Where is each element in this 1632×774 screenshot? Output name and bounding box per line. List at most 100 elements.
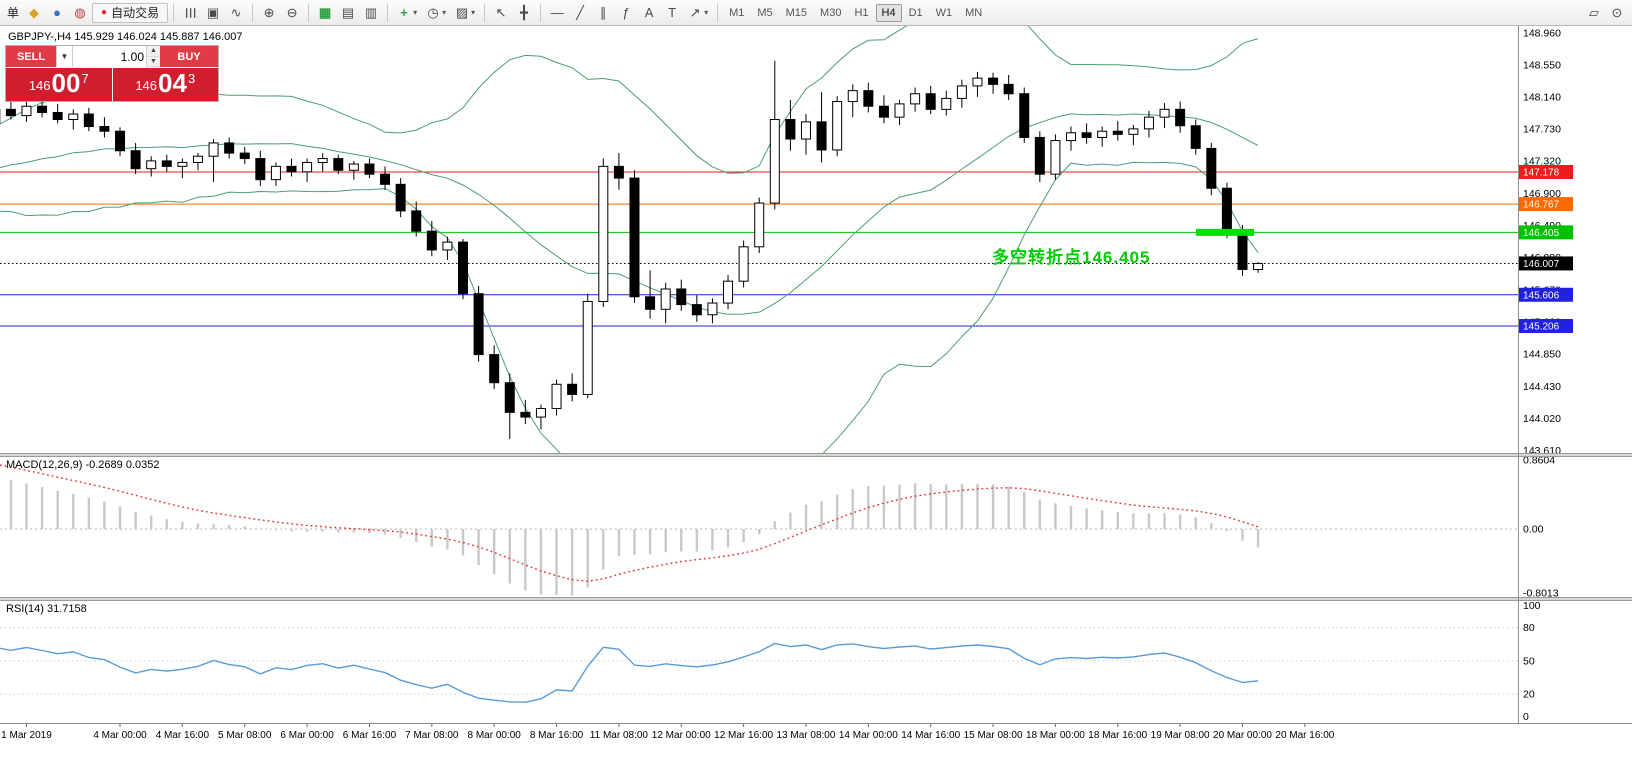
lot-decrease-icon[interactable]: ▼: [147, 56, 160, 67]
zoom-out-icon[interactable]: ⊖: [286, 4, 298, 20]
svg-text:146.007: 146.007: [1523, 259, 1560, 270]
text-tool-icon[interactable]: A: [644, 5, 654, 20]
templates-caret-icon[interactable]: ▾: [471, 8, 476, 17]
metaeditor-icon[interactable]: ◍: [74, 4, 86, 20]
fibonacci-icon[interactable]: ƒ: [622, 5, 630, 20]
timeframe-mn[interactable]: MN: [965, 6, 983, 19]
channel-icon[interactable]: ∥: [599, 4, 607, 20]
svg-text:148.960: 148.960: [1523, 27, 1561, 39]
svg-text:145.206: 145.206: [1523, 322, 1560, 333]
lot-stepper[interactable]: ▲ ▼: [146, 46, 160, 67]
timeframe-m5[interactable]: M5: [757, 6, 773, 19]
symbol-ohlc-header: GBPJPY-,H4 145.929 146.024 145.887 146.0…: [8, 31, 243, 43]
price-tag-146.405: [1519, 225, 1573, 240]
horizontal-line-icon[interactable]: —: [550, 5, 564, 20]
tile-windows-icon[interactable]: ▦: [318, 4, 332, 20]
arrows-caret-icon[interactable]: ▾: [704, 8, 709, 17]
buy-price-box[interactable]: 146 04 3: [112, 68, 218, 101]
svg-text:20: 20: [1523, 689, 1535, 701]
sell-button[interactable]: SELL: [6, 46, 56, 67]
svg-text:144.850: 144.850: [1523, 348, 1561, 360]
auto-trading-status-icon: ●: [101, 6, 108, 18]
toolbar-separator: [252, 3, 254, 22]
svg-text:4 Mar 00:00: 4 Mar 00:00: [93, 730, 147, 741]
svg-text:12 Mar 00:00: 12 Mar 00:00: [652, 730, 711, 741]
svg-text:144.020: 144.020: [1523, 413, 1561, 425]
indicators-icon[interactable]: +: [400, 5, 408, 20]
timeframe-m1[interactable]: M1: [729, 6, 745, 19]
trendline-icon[interactable]: ╱: [576, 4, 584, 20]
line-chart-icon[interactable]: ∿: [230, 4, 242, 20]
svg-text:0.8604: 0.8604: [1523, 455, 1555, 467]
macd-histogram: [9, 480, 1260, 596]
sell-price-prefix: 146: [28, 78, 51, 93]
time-axis[interactable]: [25, 724, 1306, 727]
cascade-windows-icon[interactable]: ▤: [341, 4, 355, 20]
new-window-icon[interactable]: ▱: [1589, 4, 1599, 20]
periods-caret-icon[interactable]: ▾: [442, 8, 447, 17]
svg-text:8 Mar 16:00: 8 Mar 16:00: [530, 730, 584, 741]
price-tag-146.767: [1519, 197, 1573, 212]
indicators-caret-icon[interactable]: ▾: [413, 8, 418, 17]
svg-text:11 Mar 08:00: 11 Mar 08:00: [590, 730, 649, 741]
crosshair-icon[interactable]: ╋: [520, 4, 528, 20]
auto-trading-button[interactable]: ● 自动交易: [92, 2, 169, 23]
cursor-icon[interactable]: ↖: [495, 4, 507, 20]
svg-text:147.320: 147.320: [1523, 155, 1561, 167]
lot-size-input[interactable]: [73, 46, 146, 67]
buy-button[interactable]: BUY: [160, 46, 218, 67]
toolbar-separator: [387, 3, 389, 22]
arrange-windows-icon[interactable]: ▥: [364, 4, 378, 20]
buy-price-main: 04: [158, 68, 187, 98]
profile-icon[interactable]: ●: [53, 5, 61, 20]
timeframe-m15[interactable]: M15: [785, 6, 808, 19]
sell-price-main: 00: [51, 68, 81, 98]
timeframe-d1[interactable]: D1: [908, 6, 923, 19]
pane-separator[interactable]: [0, 597, 1632, 601]
bar-chart-icon[interactable]: ☰: [183, 6, 199, 19]
bollinger-middle-band: [0, 113, 1259, 315]
menu-item-order[interactable]: 单: [7, 6, 20, 20]
svg-text:5 Mar 08:00: 5 Mar 08:00: [218, 730, 272, 741]
price-tag-145.206: [1519, 319, 1573, 334]
svg-text:7 Mar 08:00: 7 Mar 08:00: [405, 730, 459, 741]
svg-text:6 Mar 00:00: 6 Mar 00:00: [280, 730, 334, 741]
order-type-caret-icon[interactable]: ▼: [56, 46, 73, 67]
svg-text:19 Mar 08:00: 19 Mar 08:00: [1151, 730, 1210, 741]
label-tool-icon[interactable]: T: [668, 5, 677, 20]
timeframe-m30[interactable]: M30: [820, 6, 842, 19]
svg-text:146.405: 146.405: [1523, 228, 1560, 239]
svg-text:147.730: 147.730: [1523, 123, 1561, 135]
rsi-indicator-header: RSI(14) 31.7158: [6, 603, 87, 615]
one-click-trading-panel: SELL ▼ ▲ ▼ BUY 146 00 7 146 04 3: [6, 46, 218, 101]
arrows-tool-icon[interactable]: ↗: [689, 4, 701, 20]
zoom-in-icon[interactable]: ⊕: [263, 4, 275, 20]
svg-text:1 Mar 2019: 1 Mar 2019: [1, 730, 52, 741]
periods-icon[interactable]: ◷: [427, 4, 439, 20]
top-toolbar: 单 ◆ ● ◍ ● 自动交易 ☰ ▣ ∿ ⊕ ⊖ ▦ ▤ ▥ + ▾ ◷ ▾ ▨…: [0, 0, 1632, 26]
sell-price-box[interactable]: 146 00 7: [6, 68, 112, 101]
templates-icon[interactable]: ▨: [455, 4, 469, 20]
timeframe-h4[interactable]: H4: [875, 3, 902, 22]
new-order-icon[interactable]: ◆: [29, 4, 40, 20]
lot-increase-icon[interactable]: ▲: [147, 46, 160, 57]
search-icon[interactable]: ⊙: [1611, 4, 1623, 20]
toolbar-separator: [173, 3, 175, 22]
timeframe-w1[interactable]: W1: [935, 6, 953, 19]
svg-text:18 Mar 00:00: 18 Mar 00:00: [1026, 730, 1085, 741]
svg-text:6 Mar 16:00: 6 Mar 16:00: [343, 730, 397, 741]
svg-text:14 Mar 16:00: 14 Mar 16:00: [901, 730, 960, 741]
toolbar-separator: [484, 3, 486, 22]
pane-separator[interactable]: [0, 453, 1632, 457]
svg-text:0: 0: [1523, 711, 1529, 723]
svg-text:20 Mar 00:00: 20 Mar 00:00: [1213, 730, 1272, 741]
turning-point-highlight[interactable]: [1196, 228, 1254, 236]
sell-price-sup: 7: [81, 71, 89, 86]
toolbar-separator: [308, 3, 310, 22]
candlestick-chart-icon[interactable]: ▣: [206, 4, 220, 20]
timeframe-h1[interactable]: H1: [854, 6, 869, 19]
svg-text:15 Mar 08:00: 15 Mar 08:00: [964, 730, 1023, 741]
svg-text:14 Mar 00:00: 14 Mar 00:00: [839, 730, 898, 741]
